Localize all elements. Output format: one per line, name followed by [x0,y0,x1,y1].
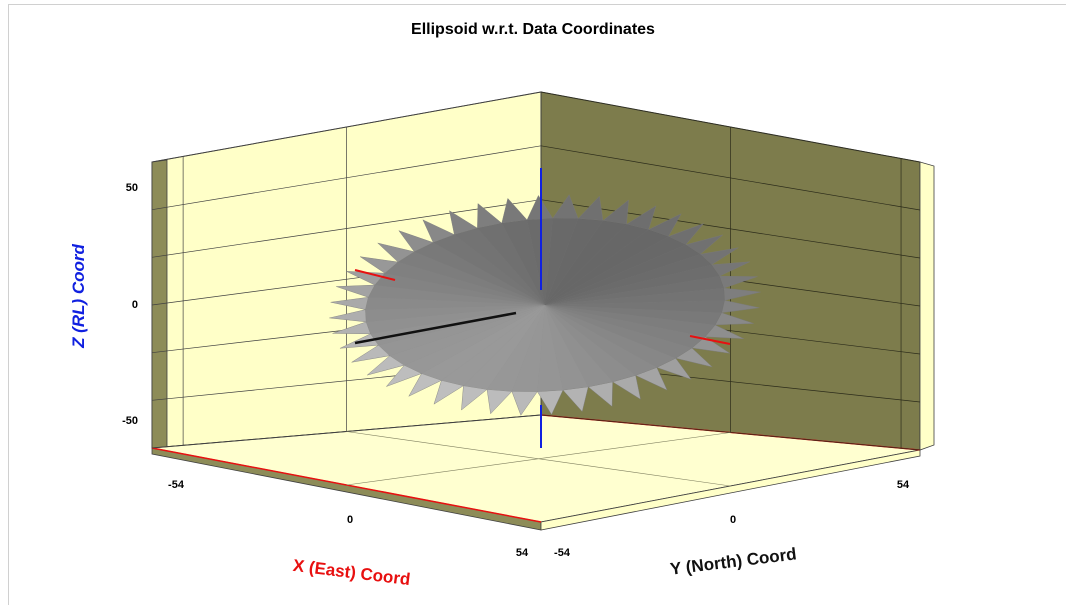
surface-facet [486,389,513,415]
surface-panel [366,305,545,334]
surface-panel [487,305,545,392]
surface-panel [454,228,545,305]
surface-panel [545,244,701,305]
y-axis-title: Y (North) Coord [669,544,798,578]
surface-panel [463,305,545,390]
surface-panel [384,262,545,305]
surface-panel [545,305,589,391]
surface-panel [414,242,545,305]
surface-panel [545,305,657,376]
surface-facet [511,391,538,416]
surface-panel [545,305,692,359]
surface-panel [501,219,545,305]
surface-facet [691,336,731,354]
surface-facet [408,373,442,397]
surface-facet [422,219,455,243]
surface-panel [545,305,716,337]
surface-facet [449,210,478,235]
surface-panel [477,223,545,305]
surface-facet [577,195,604,221]
surface-facet [562,386,589,413]
grid-lines [151,91,921,487]
surface-panel [368,285,545,305]
surface-panel [545,218,579,305]
z-axis-title: Z (RL) Coord [69,243,88,348]
surface-panel [545,300,725,313]
x-tick-label: -54 [168,479,185,491]
surface-facet [461,385,488,411]
x-tick-label: 0 [347,514,353,526]
y-tick-label: 0 [730,514,736,526]
surface-panel [389,305,545,366]
y-tick-label: 54 [897,479,910,491]
surface-panel [441,305,545,386]
surface-facet [329,309,367,323]
surface-panel [545,220,627,305]
surface-panel [378,305,545,356]
surface-panel [511,305,545,392]
surface-panel [545,305,722,325]
x-axis-line [354,269,396,281]
surface-facet [648,213,682,237]
surface-panel [545,305,613,387]
surface-panel [545,236,686,305]
surface-facet [685,234,723,255]
surface-panel [398,251,545,305]
surface-panel [374,273,545,305]
surface-panel [537,305,563,392]
surface-facet [398,230,434,253]
grid-line [346,432,731,486]
frame-border-top [8,4,1066,5]
surface-panel [545,224,649,305]
ellipsoid-surface [329,194,761,416]
surface-facet [635,367,668,391]
z-tick-label: 0 [132,299,138,311]
x-axis-title: X (East) Coord [292,556,411,589]
surface-panel [545,218,603,305]
frame-border-left [8,4,9,605]
y-axis-line [354,311,517,345]
z-tick-label: -50 [122,415,138,427]
x-tick-label: 54 [516,547,529,559]
surface-panel [527,218,553,305]
surface-panel [545,264,720,305]
surface-panel [404,305,545,374]
surface-panel [545,254,712,305]
floor-edge-right [540,449,921,531]
surface-facet [336,284,376,298]
right-wall-edge [919,161,935,451]
surface-panel [545,288,725,305]
chart-title: Ellipsoid w.r.t. Data Coordinates [411,21,655,38]
surface-panel [545,305,706,348]
x-axis-line [689,335,731,345]
surface-panel [421,305,545,381]
surface-panel [365,297,545,310]
surface-panel [365,305,545,322]
surface-facet [626,205,657,230]
ellipsoid-axes [354,168,731,448]
surface-facet [704,324,744,339]
surface-facet [714,312,754,326]
y-tick-label: -54 [554,547,571,559]
z-tick-label: 50 [126,182,138,194]
surface-panel [545,229,669,305]
surface-panel [545,305,676,368]
surface-panel [433,234,545,305]
surface-panel [545,305,636,382]
surface-panel [545,276,724,305]
